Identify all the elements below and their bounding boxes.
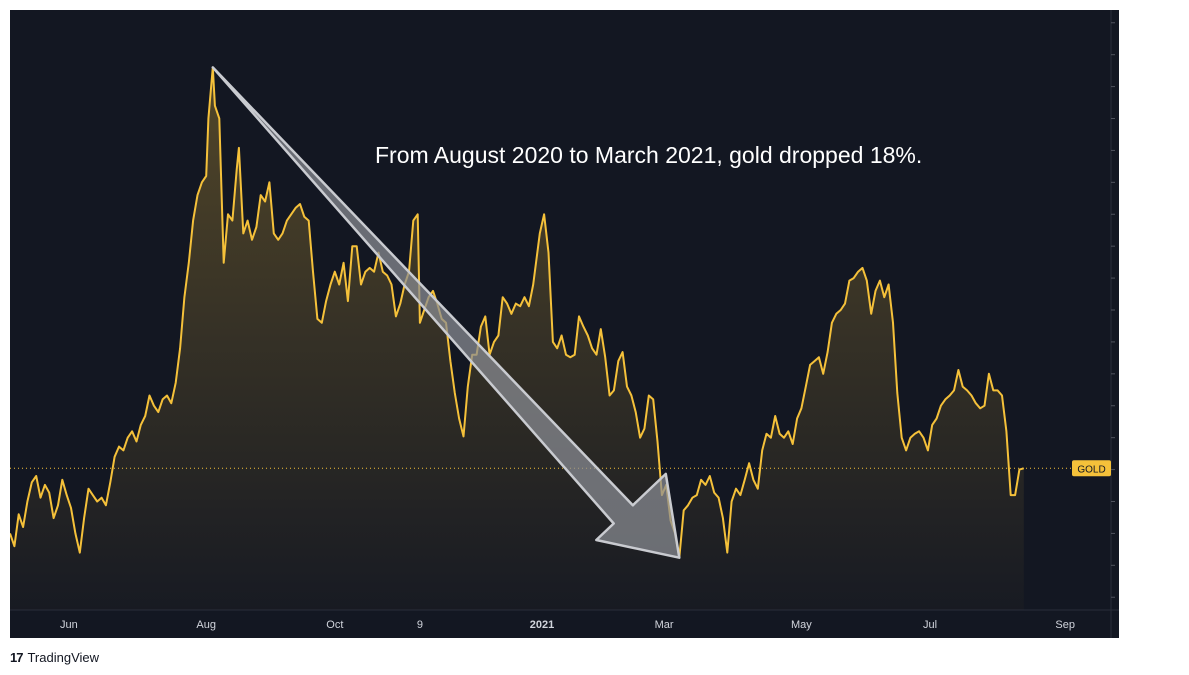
price-area [10,67,1024,610]
annotation-text: From August 2020 to March 2021, gold dro… [375,142,922,168]
gold-badge [1072,460,1111,477]
brand-name: TradingView [27,649,100,665]
chart-panel: From August 2020 to March 2021, gold dro… [10,10,1119,638]
gold-price-chart: From August 2020 to March 2021, gold dro… [10,10,1119,638]
x-tick-label: 2021 [530,619,554,631]
x-tick-label: Mar [655,619,674,631]
trend-arrow [211,66,681,559]
gold-badge-label: GOLD [1077,464,1105,475]
x-tick-label: Oct [326,619,343,631]
x-tick-label: Jun [60,619,78,631]
x-tick-label: Aug [196,619,216,631]
x-tick-label: May [791,619,812,631]
x-tick-label: Sep [1055,619,1075,631]
x-tick-label: 9 [417,619,423,631]
price-line [10,66,1025,559]
x-tick-label: Jul [923,619,937,631]
tradingview-logo-icon: 17 [10,649,24,665]
tradingview-branding: 17 TradingView [10,648,99,666]
